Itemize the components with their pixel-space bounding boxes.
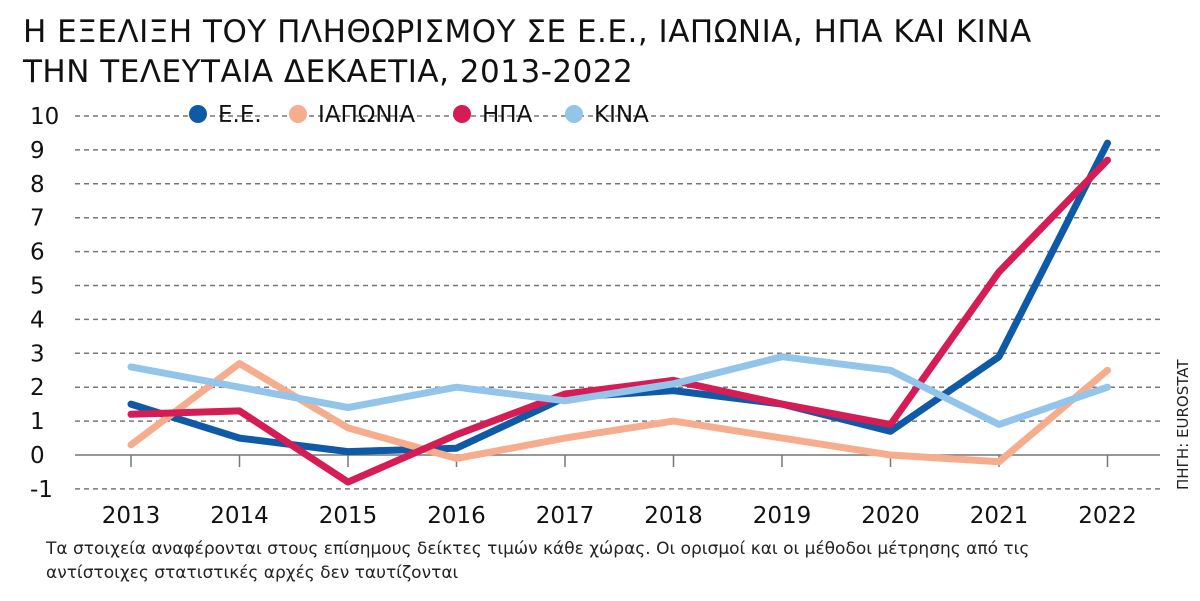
y-tick-label: 2 — [30, 375, 45, 401]
series-lines — [127, 139, 1111, 486]
legend-label: Ε.Ε. — [218, 102, 262, 128]
x-tick-label: 2017 — [536, 503, 595, 529]
legend-label: ΚΙΝΑ — [594, 102, 649, 128]
chart-title-block: Η ΕΞΕΛΙΞΗ ΤΟΥ ΠΛΗΘΩΡΙΣΜΟΥ ΣΕ Ε.Ε., ΙΑΠΩΝ… — [23, 12, 1173, 92]
series-line-3 — [127, 353, 1111, 428]
y-tick-label: 7 — [30, 206, 45, 232]
series-line-2 — [127, 156, 1111, 486]
x-tick-label: 2013 — [102, 503, 161, 529]
y-tick-label: 10 — [30, 104, 59, 130]
x-tick-label: 2014 — [210, 503, 269, 529]
legend-marker — [565, 105, 583, 123]
y-tick-label: 5 — [30, 274, 45, 300]
x-tick-label: 2016 — [427, 503, 486, 529]
footnote: Τα στοιχεία αναφέρονται στους επίσημους … — [46, 537, 1146, 585]
legend-marker — [289, 105, 307, 123]
legend-label: ΙΑΠΩΝΙΑ — [318, 102, 415, 128]
y-tick-label: 6 — [30, 240, 45, 266]
y-tick-label: 9 — [30, 138, 45, 164]
x-tick-label: 2020 — [861, 503, 920, 529]
legend: Ε.Ε. ΙΑΠΩΝΙΑ ΗΠΑ ΚΙΝΑ — [189, 102, 649, 128]
y-tick-label: 4 — [30, 307, 45, 333]
legend-marker — [453, 105, 471, 123]
y-tick-label: 0 — [30, 443, 45, 469]
y-tick-label: 8 — [30, 172, 45, 198]
x-tick-label: 2018 — [644, 503, 703, 529]
y-tick-label: 1 — [30, 409, 45, 435]
x-axis-ticks: 2013 2014 2015 2016 2017 2018 2019 2020 2021 2022 — [102, 455, 1137, 529]
x-tick-label: 2019 — [753, 503, 812, 529]
chart-subtitle: ΤΗΝ ΤΕΛΕΥΤΑΙΑ ΔΕΚΑΕΤΙΑ, 2013-2022 — [23, 54, 634, 90]
x-tick-label: 2015 — [319, 503, 378, 529]
footnote-line-1: Τα στοιχεία αναφέρονται στους επίσημους … — [46, 539, 1030, 559]
source-label: ΠΗΓΗ: EUROSTAT — [1174, 359, 1192, 490]
x-tick-label: 2022 — [1078, 503, 1137, 529]
footnote-line-2: αντίστοιχες στατιστικές αρχές δεν ταυτίζ… — [46, 563, 459, 583]
x-tick-label: 2021 — [970, 503, 1029, 529]
series-line-1 — [127, 360, 1111, 466]
y-tick-label: 3 — [30, 341, 45, 367]
y-tick-label: -1 — [30, 477, 53, 503]
legend-label: ΗΠΑ — [482, 102, 533, 128]
grid-lines — [75, 115, 1160, 490]
legend-marker — [189, 105, 207, 123]
chart-title: Η ΕΞΕΛΙΞΗ ΤΟΥ ΠΛΗΘΩΡΙΣΜΟΥ ΣΕ Ε.Ε., ΙΑΠΩΝ… — [23, 14, 1032, 50]
